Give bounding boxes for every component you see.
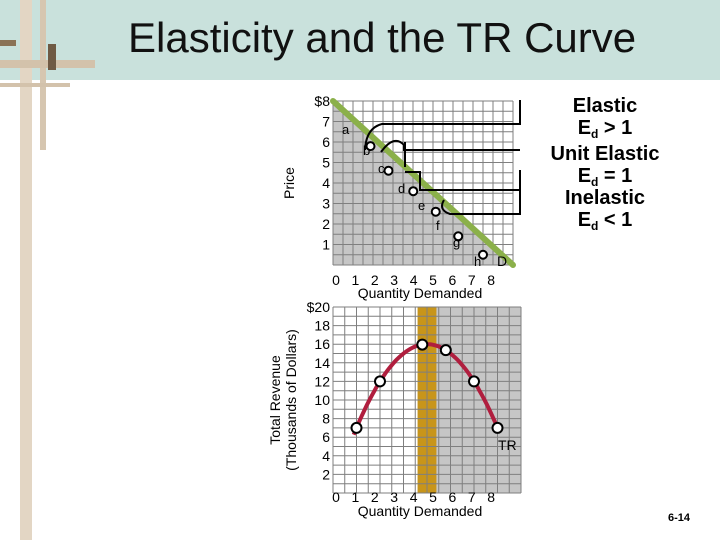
demand-x-tick: 0 <box>332 272 340 288</box>
demand-x-tick: 6 <box>449 272 457 288</box>
tr-y-tick: 12 <box>314 373 330 389</box>
demand-x-label: Quantity Demanded <box>358 285 483 301</box>
tr-point-marker <box>439 344 452 357</box>
demand-point-label: c <box>378 161 385 176</box>
demand-x-tick: 7 <box>468 272 476 288</box>
elasticity-bracket-line <box>405 171 520 191</box>
demand-point-label: g <box>453 235 460 250</box>
demand-y-tick: 1 <box>322 237 330 253</box>
tr-x-tick: 3 <box>390 489 398 505</box>
decor-bar-vertical-2 <box>40 0 46 150</box>
tr-y-tick: 2 <box>322 466 330 482</box>
decor-bar-vertical <box>20 0 32 540</box>
tr-y-label-line-1: Total Revenue <box>267 355 283 445</box>
demand-point-label: a <box>342 122 350 137</box>
decor-bar-horizontal-2 <box>0 83 70 87</box>
demand-y-tick: 2 <box>322 216 330 232</box>
demand-point-marker <box>478 249 488 260</box>
demand-point-marker <box>365 141 376 152</box>
demand-y-tick: 7 <box>322 114 330 130</box>
tr-x-tick: 2 <box>371 489 379 505</box>
demand-y-tick: 3 <box>322 196 330 212</box>
unit-elastic-label-title: Unit Elastic <box>551 143 660 165</box>
tr-x-label: Quantity Demanded <box>358 503 483 519</box>
tr-x-tick: 8 <box>487 489 495 505</box>
tr-y-tick: 18 <box>314 318 330 334</box>
demand-point-label: b <box>363 143 370 158</box>
title-bar <box>0 0 720 80</box>
tr-point-marker <box>468 375 480 388</box>
tr-y-tick: 16 <box>314 336 330 352</box>
demand-point-marker <box>408 186 419 197</box>
tr-point-marker <box>416 338 429 351</box>
tr-y-tick: 6 <box>322 429 330 445</box>
demand-y-tick: 5 <box>322 155 330 171</box>
tr-y-tick: 10 <box>314 392 330 408</box>
tr-point-marker <box>374 375 386 388</box>
decor-block <box>48 44 56 70</box>
demand-y-label: Price <box>281 167 297 199</box>
elastic-label-title: Elastic <box>573 95 637 117</box>
demand-point-label: d <box>398 181 405 196</box>
tr-x-tick: 6 <box>449 489 457 505</box>
tr-point-marker <box>491 421 504 434</box>
tr-y-tick: $20 <box>307 299 331 315</box>
tr-x-tick: 0 <box>332 489 340 505</box>
demand-x-tick: 4 <box>410 272 418 288</box>
demand-line <box>330 98 516 268</box>
elasticity-bracket-line <box>364 100 521 151</box>
tr-x-tick: 4 <box>410 489 418 505</box>
demand-x-tick: 8 <box>487 272 495 288</box>
tr-y-tick: 14 <box>314 355 330 371</box>
demand-point-marker <box>453 231 464 242</box>
demand-x-tick: 5 <box>429 272 437 288</box>
slide-number: 6-14 <box>668 512 691 524</box>
decor-block-2 <box>0 40 16 46</box>
tr-point-marker <box>350 421 363 434</box>
demand-point-label: h <box>474 254 481 269</box>
page-title: Elasticity and the TR Curve <box>128 14 637 61</box>
demand-x-tick: 1 <box>352 272 360 288</box>
elastic-label-expression: Ed > 1 <box>578 117 633 141</box>
inelastic-label-title: Inelastic <box>565 187 645 209</box>
tr-x-tick: 1 <box>352 489 360 505</box>
tr-x-tick: 7 <box>468 489 476 505</box>
inelastic-label-expression: Ed < 1 <box>578 209 633 233</box>
tr-y-label-line-2: (Thousands of Dollars) <box>283 329 299 471</box>
demand-y-tick: 6 <box>322 134 330 150</box>
demand-x-tick: 3 <box>390 272 398 288</box>
elasticity-bracket-line <box>441 170 521 215</box>
tr-curve-label: TR <box>498 437 517 453</box>
tr-y-tick: 4 <box>322 448 330 464</box>
unit-elastic-label-expression: Ed = 1 <box>578 165 633 189</box>
demand-y-tick: 4 <box>322 175 330 191</box>
demand-point-marker <box>430 206 441 217</box>
demand-point-marker <box>383 165 394 176</box>
demand-y-tick: $8 <box>314 93 330 109</box>
demand-point-label: f <box>436 218 440 233</box>
demand-curve-label: D <box>497 253 507 269</box>
demand-point-label: e <box>418 198 425 213</box>
decor-bar-horizontal <box>0 60 95 68</box>
tr-y-tick: 8 <box>322 411 330 427</box>
demand-x-tick: 2 <box>371 272 379 288</box>
tr-x-tick: 5 <box>429 489 437 505</box>
